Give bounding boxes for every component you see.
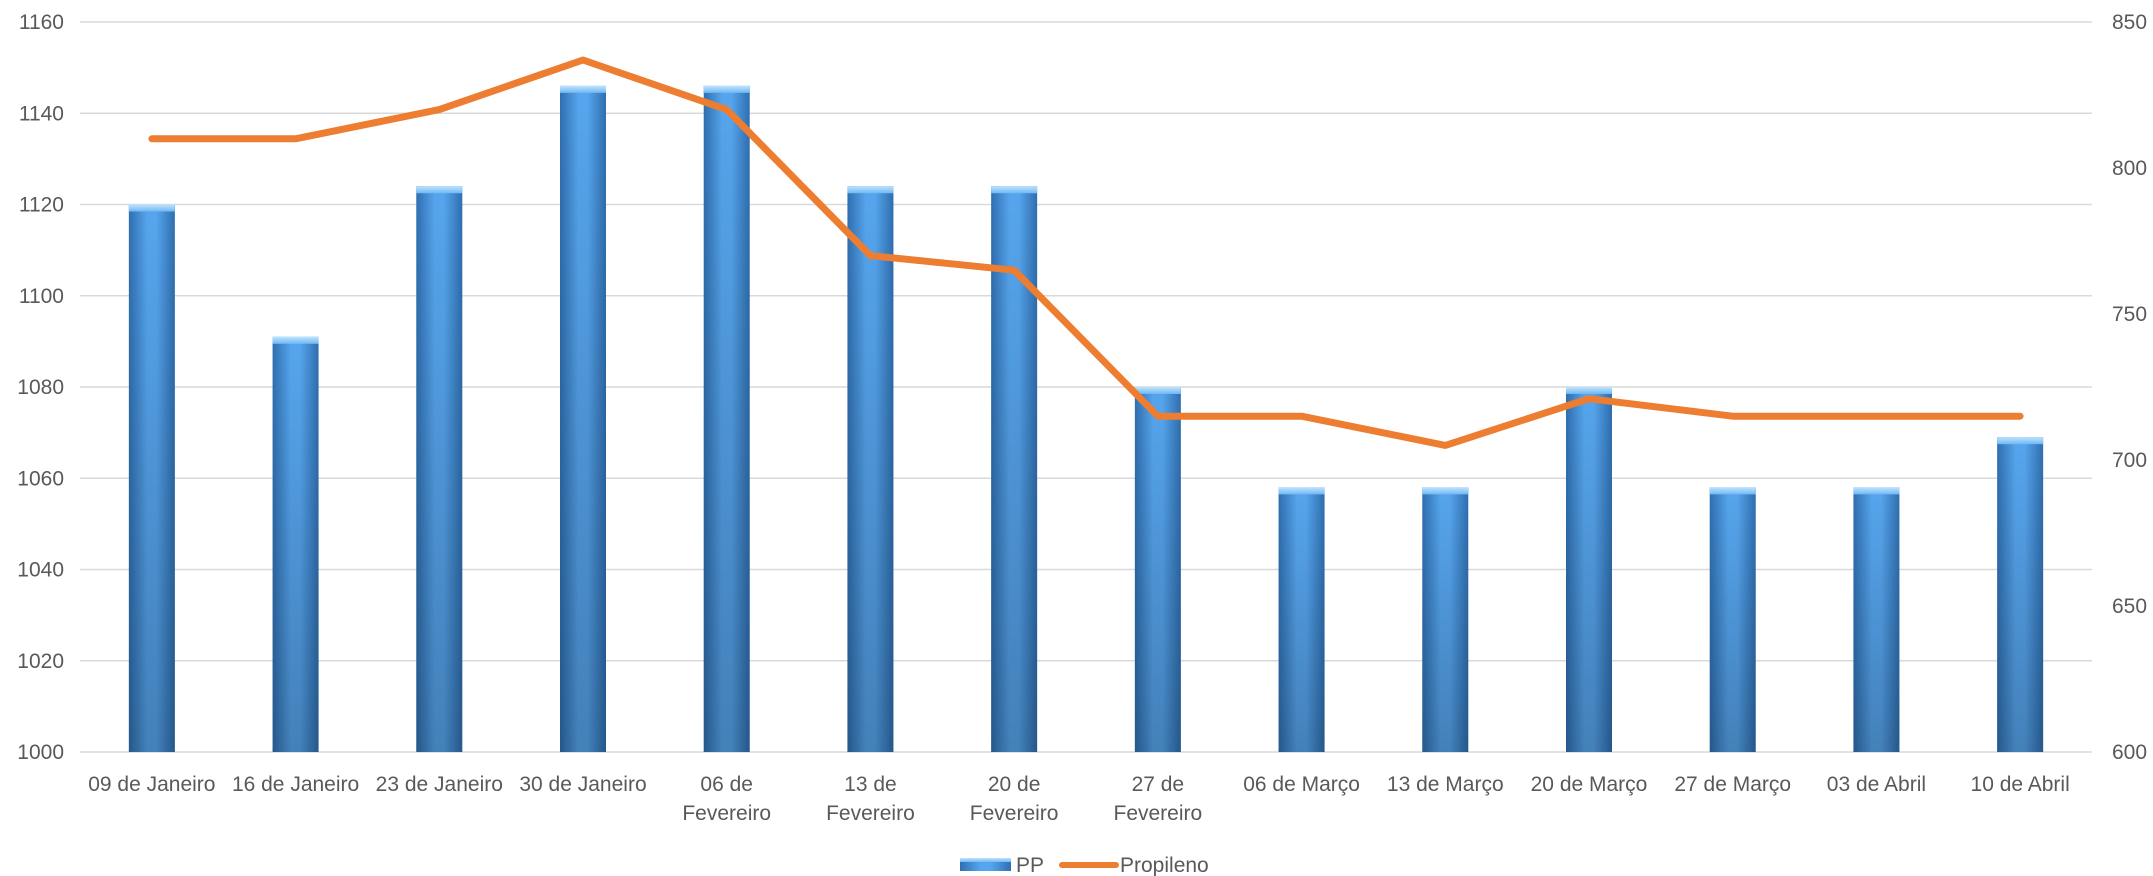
- bar-top: [703, 85, 750, 93]
- bar: [560, 85, 606, 752]
- left-axis-tick-label: 1120: [19, 194, 64, 217]
- x-axis-tick-label: 06 de Fevereiro: [682, 773, 771, 825]
- bar: [1709, 487, 1756, 752]
- x-axis-tick-label: 03 de Abril: [1827, 773, 1926, 796]
- bar-shade: [272, 336, 319, 752]
- x-axis-tick-label: 23 de Janeiro: [376, 773, 503, 796]
- x-axis-tick-label: 10 de Abril: [1971, 773, 2070, 796]
- bar: [991, 186, 1038, 752]
- legend-item-propileno: Propileno: [1059, 854, 1209, 876]
- bar-top: [1853, 487, 1900, 495]
- bar-top: [1997, 437, 2044, 445]
- bar-shade: [128, 204, 175, 752]
- x-axis-tick-label: 20 de Fevereiro: [970, 773, 1059, 825]
- bar-shade: [991, 186, 1038, 752]
- legend-label-propileno: Propileno: [1120, 854, 1209, 876]
- left-axis-tick-label: 1140: [19, 102, 64, 125]
- x-axis-tick-label: 16 de Janeiro: [232, 773, 359, 796]
- bar-shade: [1422, 487, 1469, 752]
- left-axis-tick-label: 1160: [19, 11, 64, 34]
- x-axis-tick-label: 20 de Março: [1531, 773, 1648, 796]
- bar-top: [991, 186, 1038, 194]
- propileno-line-layer: [148, 56, 2024, 449]
- x-axis-tick-label: 27 de Fevereiro: [1114, 773, 1203, 825]
- x-axis-tick-label: 06 de Março: [1243, 773, 1360, 796]
- bar-top: [847, 186, 894, 194]
- right-axis-ticks: 600 650 700 750 800 850: [2112, 11, 2147, 764]
- bar: [272, 336, 319, 752]
- bar-top: [1709, 487, 1756, 495]
- left-axis-tick-label: 1060: [17, 467, 64, 490]
- bar: [1134, 387, 1181, 752]
- legend-label-pp: PP: [1016, 854, 1044, 876]
- bar-shade: [1278, 487, 1325, 752]
- bar: [1422, 487, 1469, 752]
- bar-shade: [1997, 437, 2044, 752]
- bar: [128, 204, 175, 752]
- bar: [1278, 487, 1325, 752]
- right-axis-tick-label: 700: [2112, 449, 2147, 472]
- bar: [1853, 487, 1900, 752]
- bar-top: [1134, 387, 1181, 394]
- right-axis-tick-label: 600: [2112, 741, 2147, 764]
- left-axis-tick-label: 1080: [17, 376, 64, 399]
- pp-bars: [128, 85, 2044, 752]
- bar: [416, 186, 463, 752]
- x-axis-tick-label: 13 de Fevereiro: [826, 773, 915, 825]
- x-axis-tick-label: 13 de Março: [1387, 773, 1504, 796]
- x-axis-tick-labels: 09 de Janeiro 16 de Janeiro 23 de Janeiro 3…: [88, 773, 2070, 825]
- bar: [703, 85, 750, 752]
- legend-item-pp: PP: [960, 854, 1044, 876]
- right-axis-tick-label: 650: [2112, 595, 2147, 618]
- bar-shade: [1134, 387, 1181, 752]
- propileno-line: [148, 56, 2024, 449]
- bar-shade: [1709, 487, 1756, 752]
- x-axis-tick-label: 27 de Março: [1674, 773, 1791, 796]
- bar-top: [272, 336, 319, 344]
- x-axis-tick-label: 30 de Janeiro: [519, 773, 646, 796]
- left-axis-tick-label: 1000: [17, 741, 64, 764]
- legend: PP Propileno: [960, 854, 1209, 876]
- gridlines: [80, 21, 2092, 753]
- bar-shade: [1853, 487, 1900, 752]
- bar-shade: [416, 186, 463, 752]
- left-axis-tick-label: 1020: [17, 650, 64, 673]
- bar-top: [416, 186, 463, 194]
- right-axis-tick-label: 800: [2112, 157, 2147, 180]
- right-axis-tick-label: 850: [2112, 11, 2147, 34]
- left-axis-tick-label: 1040: [17, 559, 64, 582]
- legend-swatch-bar-top: [960, 858, 1011, 862]
- bar: [847, 186, 894, 752]
- bar-top: [1422, 487, 1469, 495]
- bar-shade: [847, 186, 894, 752]
- bar-top: [1566, 387, 1612, 394]
- bar: [1566, 387, 1612, 752]
- bar-top: [560, 85, 606, 93]
- right-axis-tick-label: 750: [2112, 303, 2147, 326]
- x-axis-tick-label: 09 de Janeiro: [88, 773, 215, 796]
- left-axis-ticks: 1000 1020 1040 1060 1080 1100 1120 1140 1160: [17, 11, 64, 764]
- bar-top: [1278, 487, 1325, 495]
- bar: [1997, 437, 2044, 752]
- left-axis-tick-label: 1100: [19, 285, 64, 308]
- bar-top: [128, 204, 175, 212]
- bar-shade: [703, 85, 750, 752]
- bar-shade: [1566, 387, 1612, 752]
- bar-shade: [560, 85, 606, 752]
